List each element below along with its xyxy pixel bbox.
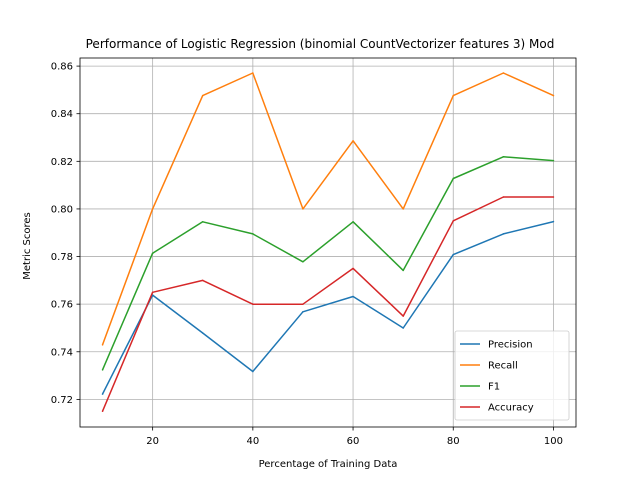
data-point-accuracy — [352, 267, 354, 270]
data-point-accuracy — [151, 291, 154, 294]
y-tick-label: 0.80 — [51, 204, 73, 215]
series-line-f1 — [101, 156, 554, 371]
data-point-f1 — [502, 156, 505, 158]
y-tick-label: 0.74 — [51, 347, 73, 358]
x-axis-title: Percentage of Training Data — [259, 459, 398, 470]
data-point-recall — [552, 94, 555, 97]
data-point-f1 — [252, 233, 254, 235]
legend-label-accuracy: Accuracy — [488, 403, 534, 414]
y-axis-title: Metric Scores — [22, 212, 33, 280]
data-point-f1 — [452, 177, 455, 180]
legend-label-precision: Precision — [488, 340, 533, 351]
chart-title: Performance of Logistic Regression (bino… — [86, 37, 555, 51]
plot-frame — [79, 57, 577, 428]
data-point-precision — [302, 311, 304, 313]
data-point-recall — [302, 208, 304, 210]
data-point-f1 — [552, 159, 555, 162]
data-point-accuracy — [302, 303, 304, 305]
data-point-recall — [452, 94, 455, 97]
data-point-precision — [201, 332, 204, 334]
data-point-f1 — [101, 369, 104, 371]
series-line-precision — [101, 220, 554, 395]
x-tick-label: 40 — [246, 436, 259, 447]
data-point-recall — [502, 72, 505, 74]
x-tick-label: 80 — [447, 436, 460, 447]
series-line-recall — [101, 72, 554, 346]
data-point-f1 — [151, 252, 154, 254]
data-point-recall — [101, 344, 104, 346]
data-point-accuracy — [552, 196, 555, 198]
data-point-accuracy — [252, 303, 254, 305]
legend: Precision Recall F1 Accuracy — [454, 330, 570, 421]
data-point-f1 — [201, 221, 204, 223]
data-point-recall — [201, 94, 204, 97]
data-point-recall — [252, 72, 254, 74]
data-point-accuracy — [101, 410, 104, 413]
data-point-f1 — [302, 261, 304, 263]
y-tick-label: 0.76 — [51, 300, 73, 311]
data-point-recall — [151, 208, 154, 210]
y-tick-label: 0.82 — [51, 157, 73, 168]
data-point-accuracy — [452, 220, 455, 222]
legend-label-f1: F1 — [488, 382, 500, 393]
data-point-precision — [502, 233, 505, 235]
y-tick-label: 0.84 — [51, 109, 73, 120]
data-point-recall — [402, 208, 404, 210]
data-point-precision — [552, 220, 555, 223]
y-tick-label: 0.78 — [51, 252, 73, 263]
x-tick-label: 100 — [544, 436, 563, 447]
series-lines — [101, 72, 555, 413]
data-point-accuracy — [402, 315, 404, 317]
x-tick-label: 60 — [347, 436, 360, 447]
data-point-precision — [252, 370, 254, 373]
data-point-precision — [402, 327, 404, 329]
data-point-precision — [101, 393, 104, 395]
y-tick-label: 0.72 — [51, 395, 73, 406]
legend-box — [454, 330, 570, 421]
series-line-accuracy — [101, 196, 554, 412]
y-tick-label: 0.86 — [51, 62, 73, 73]
grid-lines — [80, 58, 576, 427]
data-point-recall — [352, 140, 354, 142]
legend-label-recall: Recall — [488, 361, 518, 372]
data-point-accuracy — [502, 196, 505, 198]
axis-ticks: 20 40 60 80 100 0.72 0.74 0.76 0.78 0.80 0.82 0.84 0… — [51, 62, 563, 447]
data-point-precision — [452, 253, 455, 256]
x-tick-label: 20 — [146, 436, 159, 447]
data-point-precision — [352, 295, 354, 298]
data-point-f1 — [352, 221, 354, 223]
data-point-f1 — [402, 269, 404, 272]
data-point-accuracy — [201, 279, 204, 282]
